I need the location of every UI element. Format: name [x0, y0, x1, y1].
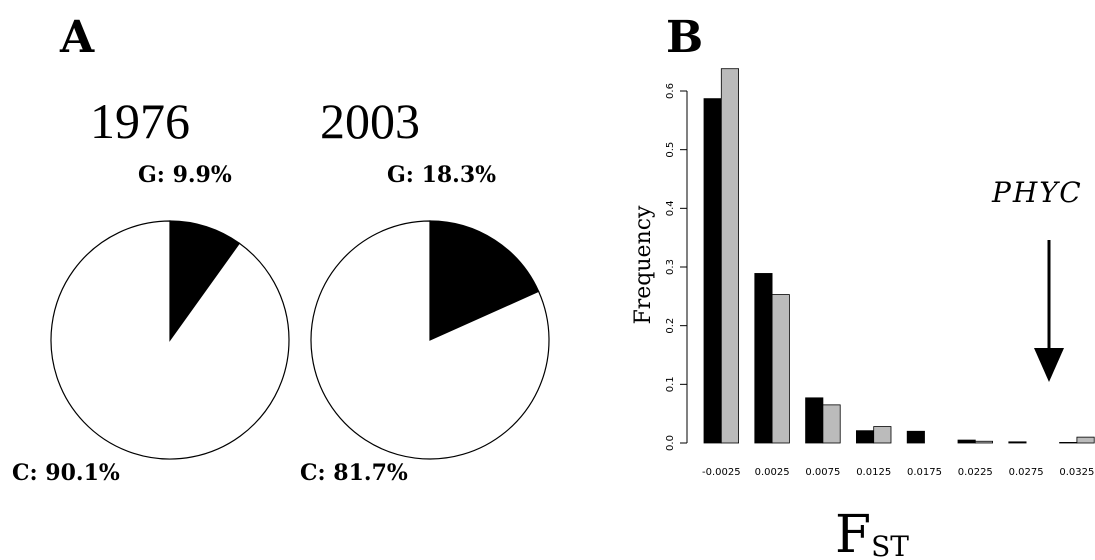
bar-series-1-7	[1059, 442, 1078, 444]
bar-series-1-5	[957, 439, 976, 444]
pie-1976-title: 1976	[90, 93, 190, 149]
panel-label-a: A	[59, 12, 95, 63]
y-tick-label: 0.6	[665, 83, 676, 99]
pie-2003-c-label: C: 81.7%	[300, 460, 408, 486]
panel-label-b: B	[666, 12, 703, 63]
y-axis-label: Frequency	[631, 205, 656, 325]
bar-series-2-5	[974, 440, 993, 444]
pie-chart-2003	[310, 220, 550, 460]
bar-series-1-6	[1008, 441, 1027, 444]
x-tick-label: 0.0175	[907, 467, 942, 478]
x-tick-label: 0.0275	[1009, 467, 1044, 478]
pie-chart-1976	[50, 220, 290, 460]
x-tick-label: 0.0125	[856, 467, 891, 478]
y-tick-label: 0.2	[665, 318, 676, 334]
pie-1976-slice-g	[169, 220, 241, 342]
pie-2003-slice-g	[429, 220, 540, 341]
pie-2003-g-label: G: 18.3%	[387, 162, 496, 188]
pie-1976-slice-c	[50, 220, 290, 460]
y-tick-label: 0.4	[665, 200, 676, 216]
y-tick-label: 0.5	[665, 142, 676, 158]
bar-series-2-1	[771, 294, 790, 444]
phyc-annotation: PHYC	[991, 176, 1083, 209]
x-tick-label: 0.0325	[1059, 467, 1094, 478]
x-tick-label: 0.0225	[958, 467, 993, 478]
bar-series-2-3	[873, 426, 892, 444]
y-tick-label: 0.1	[665, 376, 676, 392]
bar-series-2-7	[1076, 436, 1095, 444]
x-axis-label: FST	[835, 505, 909, 560]
bar-series-2-0	[720, 68, 739, 444]
x-tick-label: 0.0075	[805, 467, 840, 478]
pie-2003-title: 2003	[320, 93, 420, 149]
pie-1976-c-label: C: 90.1%	[12, 460, 120, 486]
bar-series-1-1	[754, 273, 773, 444]
bar-series-1-3	[856, 430, 875, 444]
bar-series-1-4	[906, 430, 925, 444]
bar-chart: 0.0 0.1 0.2 0.3 0.4 0.5 0.6 -0.0025 0.0025 0.0075…	[665, 68, 1095, 478]
x-tick-label: 0.0025	[755, 467, 790, 478]
x-tick-label: -0.0025	[702, 467, 741, 478]
bar-series-1-2	[805, 397, 824, 444]
pie-2003-slice-c	[310, 220, 550, 460]
bar-series-2-2	[822, 404, 841, 444]
y-tick-label: 0.3	[665, 259, 676, 275]
y-tick-label: 0.0	[665, 435, 676, 451]
bar-series-1-0	[703, 98, 722, 444]
pie-1976-g-label: G: 9.9%	[138, 162, 232, 188]
phyc-arrow	[1034, 240, 1064, 382]
